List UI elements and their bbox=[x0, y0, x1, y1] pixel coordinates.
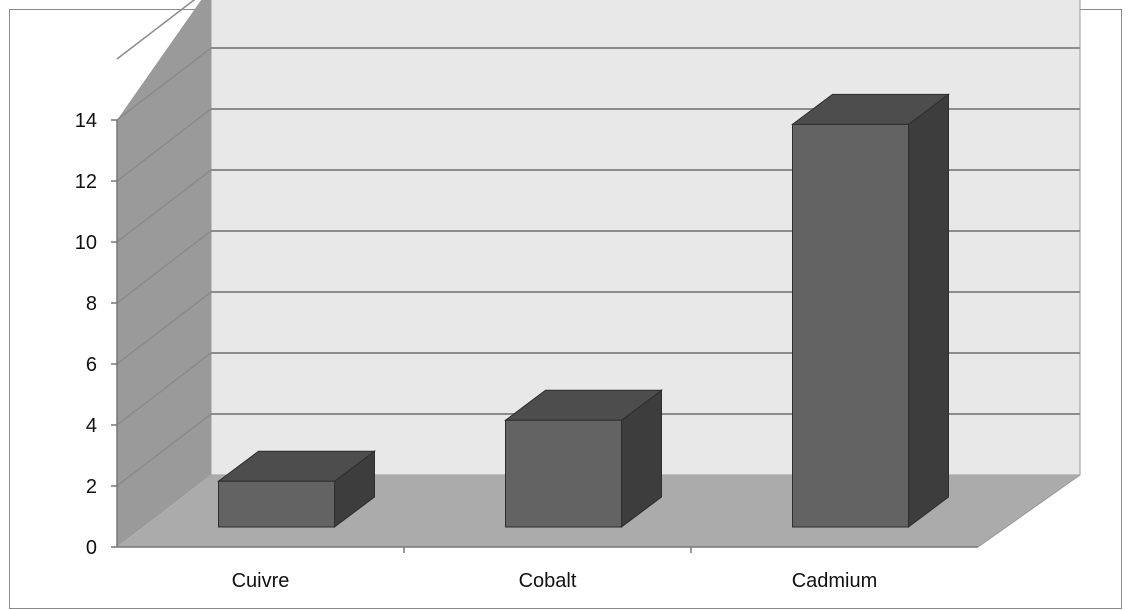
y-tick-label: 14 bbox=[75, 110, 97, 132]
gridline-side bbox=[116, 291, 212, 365]
y-tick-label: 6 bbox=[86, 354, 97, 376]
category-label: Cadmium bbox=[792, 570, 878, 592]
gridline-side bbox=[116, 169, 212, 243]
gridline-side bbox=[116, 413, 212, 487]
bar-front bbox=[505, 419, 622, 528]
gridline-side bbox=[116, 352, 212, 426]
gridline-side bbox=[116, 0, 196, 60]
y-tick-label: 2 bbox=[86, 476, 97, 498]
bar-front bbox=[218, 480, 335, 528]
y-tick-label: 8 bbox=[86, 293, 97, 315]
bar bbox=[217, 450, 376, 528]
y-tick-label: 12 bbox=[75, 171, 97, 193]
category-label: Cobalt bbox=[519, 570, 577, 592]
gridline-side bbox=[116, 108, 212, 182]
bar bbox=[791, 93, 950, 528]
bars bbox=[217, 93, 950, 528]
axes bbox=[111, 119, 1081, 553]
y-tick-label: 0 bbox=[86, 537, 97, 559]
floor-right-edge bbox=[977, 474, 1081, 548]
bar-side bbox=[908, 93, 949, 528]
labels: 0 2 4 6 8 10 12 14 Cuivre Cobalt Cadmium bbox=[75, 110, 878, 592]
gridline-side bbox=[116, 47, 212, 121]
category-label: Cuivre bbox=[232, 570, 290, 592]
y-tick-label: 10 bbox=[75, 232, 97, 254]
gridline-side bbox=[116, 230, 212, 304]
y-tick-label: 4 bbox=[86, 415, 97, 437]
bar bbox=[504, 389, 663, 528]
bar-front bbox=[792, 123, 909, 528]
side-wall bbox=[117, 0, 211, 547]
